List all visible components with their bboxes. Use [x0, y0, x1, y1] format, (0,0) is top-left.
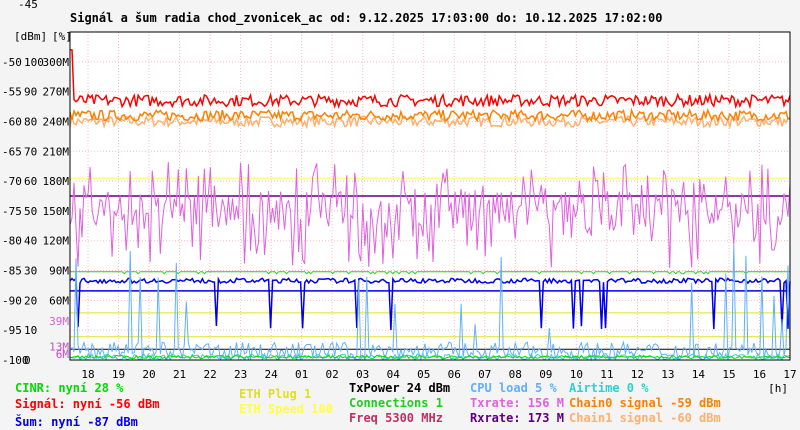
y-tick-rate: 6M [56, 348, 70, 361]
cinr-line [69, 354, 791, 360]
x-tick-label: 09 [539, 368, 552, 381]
y-tick-pct: 50 [24, 205, 37, 218]
y-tick-dbm: -60 [2, 115, 22, 128]
y-tick-pct: 0 [24, 354, 31, 367]
x-tick-label: 14 [692, 368, 706, 381]
x-tick-label: 18 [81, 368, 94, 381]
y-tick-rate: 240M [43, 115, 70, 128]
legend-eth-speed: ETH Speed 100 [239, 402, 333, 416]
legend-connections: Connections 1 [349, 396, 443, 410]
x-tick-label: 13 [661, 368, 674, 381]
y-axis-unit-dbm: [dBm] [14, 30, 47, 43]
plot-frame [69, 31, 791, 361]
legend-rxrate: Rxrate: 173 M [470, 411, 564, 425]
legend-txpower: TxPower 24 dBm [349, 381, 451, 395]
y-tick-dbm: -75 [2, 205, 22, 218]
y-tick-pct: 40 [24, 235, 37, 248]
y-tick-rate: 180M [43, 175, 70, 188]
x-tick-label: 01 [295, 368, 308, 381]
x-tick-label: 04 [387, 368, 401, 381]
x-tick-label: 08 [509, 368, 522, 381]
legend-freq: Freq 5300 MHz [349, 411, 443, 425]
y-tick-rate: 120M [43, 235, 70, 248]
x-tick-label: 16 [753, 368, 766, 381]
x-tick-label: 05 [417, 368, 430, 381]
x-tick-label: 23 [234, 368, 247, 381]
x-tick-label: 19 [112, 368, 125, 381]
legend-chain0: Chain0 signal -59 dBm [569, 396, 721, 410]
connections-line [70, 270, 790, 275]
y-tick-rate: 150M [43, 205, 70, 218]
legend-chain1: Chain1 signal -60 dBm [569, 411, 721, 425]
y-tick-dbm: -90 [2, 294, 22, 307]
y-tick-pct: 20 [24, 294, 37, 307]
x-tick-label: 20 [142, 368, 155, 381]
y-tick-rate: 300M [43, 56, 70, 69]
y-tick-pct: 70 [24, 145, 37, 158]
y-tick-pct: 90 [24, 86, 37, 99]
y-tick-dbm: -80 [2, 235, 22, 248]
x-axis-unit: [h] [768, 382, 788, 395]
legend-txrate: Txrate: 156 M [470, 396, 564, 410]
x-tick-label: 21 [173, 368, 186, 381]
x-tick-label: 17 [783, 368, 796, 381]
y-tick-pct: 10 [24, 324, 37, 337]
y-tick-rate: 90M [49, 265, 69, 278]
chain0-line [69, 107, 791, 124]
chart-title: Signál a šum radia chod_zvonicek_ac od: … [70, 11, 663, 25]
y-tick-dbm: -70 [2, 175, 22, 188]
y-tick-rate: 270M [43, 86, 70, 99]
legend-noise: Šum: nyní -87 dBm [15, 415, 138, 429]
legend-cinr: CINR: nyní 28 % [15, 381, 124, 395]
x-tick-label: 06 [448, 368, 461, 381]
y-tick-pct: 60 [24, 175, 37, 188]
y-tick-dbm: -95 [2, 324, 22, 337]
y-tick-dbm: -85 [2, 265, 22, 278]
x-tick-label: 11 [600, 368, 613, 381]
x-tick-label: 15 [722, 368, 735, 381]
y-tick-rate: 13M [49, 340, 69, 353]
y-axis-unit-pct: [%] [52, 30, 72, 43]
x-tick-label: 24 [265, 368, 279, 381]
y-tick-dbm: -65 [2, 145, 22, 158]
y-tick-pct: 100 [24, 56, 44, 69]
y-tick-pct: 80 [24, 115, 37, 128]
legend-airtime: Airtime 0 % [569, 381, 649, 395]
x-tick-label: 12 [631, 368, 644, 381]
y-tick-dbm: -50 [2, 56, 22, 69]
x-tick-label: 02 [326, 368, 339, 381]
legend-signal: Signál: nyní -56 dBm [15, 397, 160, 411]
chain1-line [69, 113, 791, 130]
x-tick-label: 22 [203, 368, 216, 381]
y-tick-rate: 39M [49, 315, 69, 328]
y-tick-pct: 30 [24, 265, 37, 278]
txrate-line [69, 161, 791, 269]
x-tick-label: 03 [356, 368, 369, 381]
y-tick-dbm: -45 [18, 0, 38, 11]
y-tick-rate: 210M [43, 145, 70, 158]
y-tick-dbm: -55 [2, 86, 22, 99]
signal-line [70, 49, 791, 110]
x-tick-label: 10 [570, 368, 583, 381]
x-tick-label: 07 [478, 368, 491, 381]
noise-line [69, 276, 791, 331]
legend-eth-plug: ETH Plug 1 [239, 387, 312, 401]
y-tick-rate: 60M [49, 294, 69, 307]
cpu_load-line [69, 244, 791, 362]
legend-cpu-load: CPU load 5 % [470, 381, 557, 395]
y-tick-dbm: -100 [2, 354, 29, 367]
